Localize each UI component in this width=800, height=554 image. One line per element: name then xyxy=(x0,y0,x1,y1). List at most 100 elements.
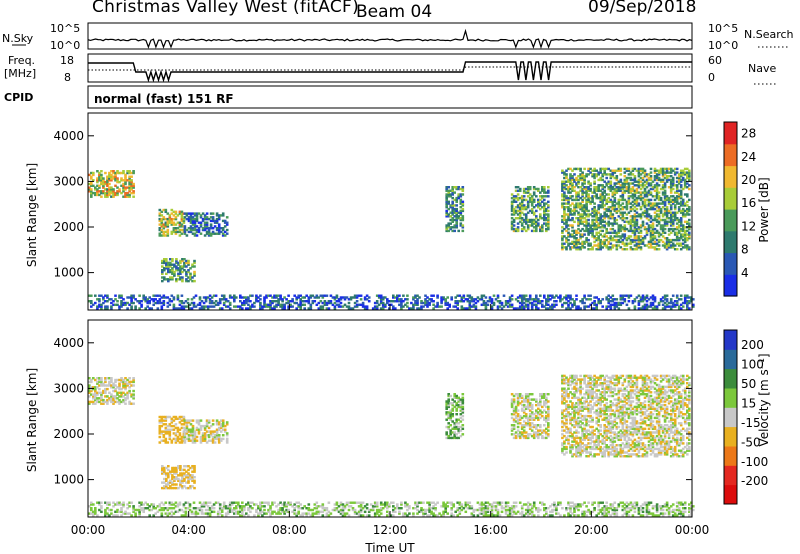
echo-cell xyxy=(251,294,254,297)
echo-cell xyxy=(172,298,176,301)
echo-cell xyxy=(671,220,675,224)
echo-cell xyxy=(671,182,675,185)
echo-cell xyxy=(617,204,621,207)
echo-cell xyxy=(394,307,397,310)
echo-cell xyxy=(607,196,611,200)
echo-cell xyxy=(665,198,669,202)
echo-cell xyxy=(637,204,641,207)
echo-cell xyxy=(593,206,596,209)
echo-cell xyxy=(673,206,677,209)
echo-cell xyxy=(98,298,101,301)
echo-cell xyxy=(633,195,637,198)
echo-cell xyxy=(120,184,123,188)
echo-cell xyxy=(597,231,601,235)
echo-cell xyxy=(581,246,584,249)
echo-cell xyxy=(609,231,613,235)
echo-cell xyxy=(611,238,615,242)
echo-cell xyxy=(645,213,649,216)
echo-cell xyxy=(625,169,629,172)
echo-cell xyxy=(106,387,109,391)
echo-cell xyxy=(583,240,586,244)
echo-cell xyxy=(657,202,661,205)
echo-cell xyxy=(228,296,232,299)
echo-cell xyxy=(208,298,212,301)
echo-cell xyxy=(665,222,669,225)
echo-cell xyxy=(663,196,667,200)
echo-cell xyxy=(611,217,615,220)
echo-cell xyxy=(189,228,193,232)
echo-cell xyxy=(609,209,613,213)
echo-cell xyxy=(445,189,449,193)
echo-cell xyxy=(623,184,627,187)
echo-cell xyxy=(647,191,651,194)
echo-cell xyxy=(671,213,675,216)
echo-cell xyxy=(633,305,637,308)
echo-cell xyxy=(104,195,107,198)
echo-cell xyxy=(665,248,669,251)
echo-cell xyxy=(675,233,679,236)
echo-cell xyxy=(595,244,599,247)
echo-cell xyxy=(641,202,645,205)
echo-cell xyxy=(122,179,125,182)
echo-cell xyxy=(659,224,663,227)
echo-cell xyxy=(128,182,131,186)
echo-cell xyxy=(545,222,548,225)
echo-cell xyxy=(631,204,635,207)
echo-cell xyxy=(457,196,461,200)
colorbar-swatch xyxy=(724,252,737,275)
echo-cell xyxy=(617,198,621,202)
echo-cell xyxy=(633,213,637,216)
echo-cell xyxy=(545,396,548,400)
echo-cell xyxy=(124,193,127,197)
echo-cell xyxy=(154,294,158,297)
echo-cell xyxy=(522,226,526,229)
echo-cell xyxy=(615,209,619,213)
echo-cell xyxy=(263,298,266,301)
echo-cell xyxy=(647,213,651,216)
echo-cell xyxy=(522,207,526,211)
echo-cell xyxy=(669,204,673,207)
echo-cell xyxy=(611,202,615,205)
echo-cell xyxy=(518,220,522,224)
echo-cell xyxy=(617,186,621,189)
echo-cell xyxy=(106,175,109,178)
echo-cell xyxy=(601,202,605,205)
echo-cell xyxy=(461,427,465,431)
echo-cell xyxy=(530,222,534,225)
echo-cell xyxy=(593,173,596,176)
echo-cell xyxy=(126,171,129,175)
echo-cell xyxy=(573,178,576,182)
echo-cell xyxy=(567,233,570,236)
echo-cell xyxy=(178,210,182,214)
echo-cell xyxy=(512,198,516,202)
echo-cell xyxy=(641,222,645,225)
echo-cell xyxy=(180,223,184,226)
echo-cell xyxy=(589,167,592,171)
echo-cell xyxy=(675,198,679,202)
echo-cell xyxy=(180,216,184,219)
echo-cell xyxy=(643,175,647,178)
echo-cell xyxy=(617,307,621,310)
echo-cell xyxy=(451,206,455,209)
echo-cell xyxy=(579,237,582,240)
echo-cell xyxy=(659,226,663,229)
echo-cell xyxy=(120,305,123,308)
echo-cell xyxy=(512,218,516,222)
echo-cell xyxy=(581,244,584,247)
echo-cell xyxy=(193,225,197,228)
echo-cell xyxy=(607,173,611,176)
echo-cell xyxy=(619,169,623,172)
echo-cell xyxy=(116,193,119,197)
echo-cell xyxy=(182,415,186,419)
echo-cell xyxy=(98,171,101,175)
echo-cell xyxy=(453,229,457,233)
echo-cell xyxy=(215,228,219,232)
echo-cell xyxy=(585,204,588,207)
echo-cell xyxy=(663,204,667,207)
echo-cell xyxy=(187,279,190,283)
echo-cell xyxy=(591,191,594,194)
echo-cell xyxy=(545,213,548,216)
echo-cell xyxy=(597,237,601,240)
echo-cell xyxy=(643,211,647,214)
echo-cell xyxy=(176,221,180,224)
